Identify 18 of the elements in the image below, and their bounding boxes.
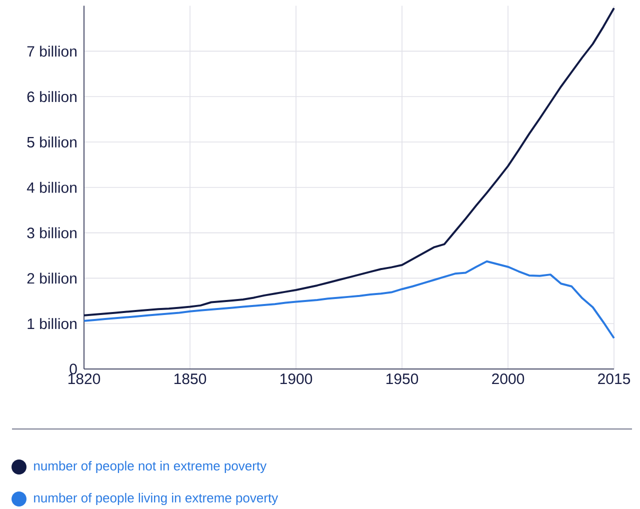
- y-tick-label: 5 billion: [27, 136, 76, 148]
- y-tick-label: 3 billion: [27, 227, 76, 238]
- y-tick-label: 6 billion: [27, 91, 76, 102]
- x-tick-label: 1820: [68, 374, 100, 384]
- line-series: [83, 260, 616, 340]
- line-series: [83, 7, 616, 316]
- y-tick-label: 2 billion: [27, 272, 76, 284]
- legend-label: number of people living in extreme poverty: [34, 492, 278, 506]
- x-tick-label: 1850: [174, 374, 206, 384]
- y-tick-label: 7 billion: [27, 46, 76, 57]
- y-tick-label: 4 billion: [26, 182, 76, 193]
- y-tick-label: 0: [70, 364, 77, 374]
- x-tick-label: 1950: [386, 374, 418, 384]
- x-tick-label: 1900: [280, 374, 312, 384]
- y-tick-label: 1 billion: [28, 318, 76, 330]
- x-tick-label: 2000: [492, 374, 524, 384]
- legend-label: number of people not in extreme poverty: [34, 460, 267, 474]
- x-tick-label: 2015: [598, 374, 630, 384]
